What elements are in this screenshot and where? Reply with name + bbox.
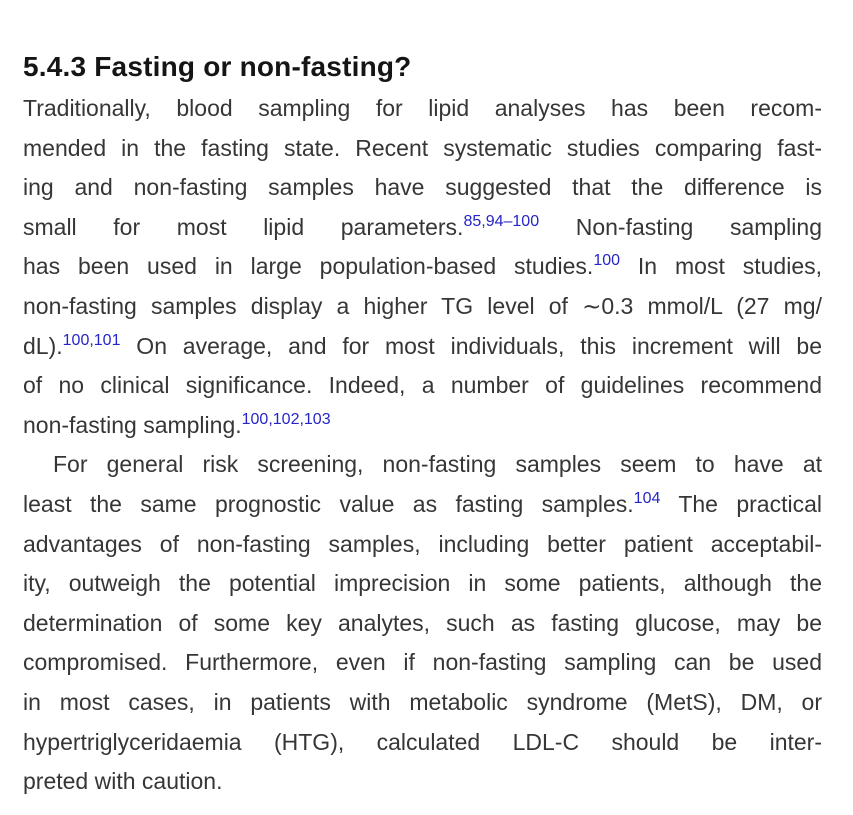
paragraph: Traditionally, blood sampling for lipid … bbox=[23, 89, 822, 445]
reference-link[interactable]: 100,101 bbox=[62, 331, 121, 349]
body-text-run: In most studies, bbox=[620, 253, 822, 280]
text-line: has been used in large population-based … bbox=[23, 247, 822, 287]
reference-link[interactable]: 85,94–100 bbox=[463, 212, 540, 230]
text-line: dL).100,101 On average, and for most ind… bbox=[23, 327, 822, 367]
text-line: hypertriglyceridaemia (HTG), calculated … bbox=[23, 723, 822, 763]
body-text-run: ity, outweigh the potential imprecision … bbox=[23, 570, 822, 597]
body-text-run: Traditionally, blood sampling for lipid … bbox=[23, 95, 822, 121]
text-line: For general risk screening, non-fasting … bbox=[23, 445, 822, 485]
body-text-run: least the same prognostic value as fasti… bbox=[23, 490, 634, 517]
body-text-run: For general risk screening, non-fasting … bbox=[53, 451, 822, 478]
text-line: of no clinical significance. Indeed, a n… bbox=[23, 366, 822, 406]
body-text-run: advantages of non-fasting samples, inclu… bbox=[23, 530, 822, 557]
body-text-run: determination of some key analytes, such… bbox=[23, 609, 822, 636]
reference-link[interactable]: 104 bbox=[633, 489, 661, 507]
body-text-run: small for most lipid parameters. bbox=[23, 213, 464, 240]
text-line: ing and non-fasting samples have suggest… bbox=[23, 168, 822, 208]
text-line: in most cases, in patients with metaboli… bbox=[23, 683, 822, 723]
body-text-run: has been used in large population-based … bbox=[23, 253, 594, 280]
text-line: compromised. Furthermore, even if non-fa… bbox=[23, 643, 822, 683]
body-text-run: compromised. Furthermore, even if non-fa… bbox=[23, 649, 822, 676]
reference-link[interactable]: 100,102,103 bbox=[241, 410, 331, 428]
text-line: preted with caution. bbox=[23, 762, 822, 802]
body-text-run: ing and non-fasting samples have suggest… bbox=[23, 174, 822, 201]
body-text-run: Non-fasting sampling bbox=[539, 213, 822, 240]
body-text-run: in most cases, in patients with metaboli… bbox=[23, 688, 822, 715]
section-heading: 5.4.3 Fasting or non-fasting? bbox=[23, 51, 412, 82]
body-text-run: On average, and for most individuals, th… bbox=[120, 332, 822, 359]
body-text-run: of no clinical significance. Indeed, a n… bbox=[23, 372, 822, 399]
paragraphs: Traditionally, blood sampling for lipid … bbox=[23, 89, 822, 802]
body-text-run: non-fasting samples display a higher TG … bbox=[23, 292, 822, 319]
text-line: non-fasting sampling.100,102,103 bbox=[23, 406, 822, 446]
text-line: least the same prognostic value as fasti… bbox=[23, 485, 822, 525]
body-text-run: non-fasting sampling. bbox=[23, 411, 242, 438]
text-line: advantages of non-fasting samples, inclu… bbox=[23, 525, 822, 565]
text-column: 5.4.3 Fasting or non-fasting? Traditiona… bbox=[23, 50, 822, 802]
text-line: non-fasting samples display a higher TG … bbox=[23, 287, 822, 327]
text-line: ity, outweigh the potential imprecision … bbox=[23, 564, 822, 604]
text-line: mended in the fasting state. Recent syst… bbox=[23, 129, 822, 169]
body-text-run: mended in the fasting state. Recent syst… bbox=[23, 134, 822, 161]
body-text-run: preted with caution. bbox=[23, 768, 223, 795]
reference-link[interactable]: 100 bbox=[593, 252, 621, 270]
body-text-run: dL). bbox=[23, 332, 63, 359]
text-line: Traditionally, blood sampling for lipid … bbox=[23, 89, 822, 129]
body-text-run: The practical bbox=[660, 490, 822, 517]
body-text-run: hypertriglyceridaemia (HTG), calculated … bbox=[23, 728, 822, 755]
paragraph: For general risk screening, non-fasting … bbox=[23, 445, 822, 801]
text-line: determination of some key analytes, such… bbox=[23, 604, 822, 644]
text-line: small for most lipid parameters.85,94–10… bbox=[23, 208, 822, 248]
